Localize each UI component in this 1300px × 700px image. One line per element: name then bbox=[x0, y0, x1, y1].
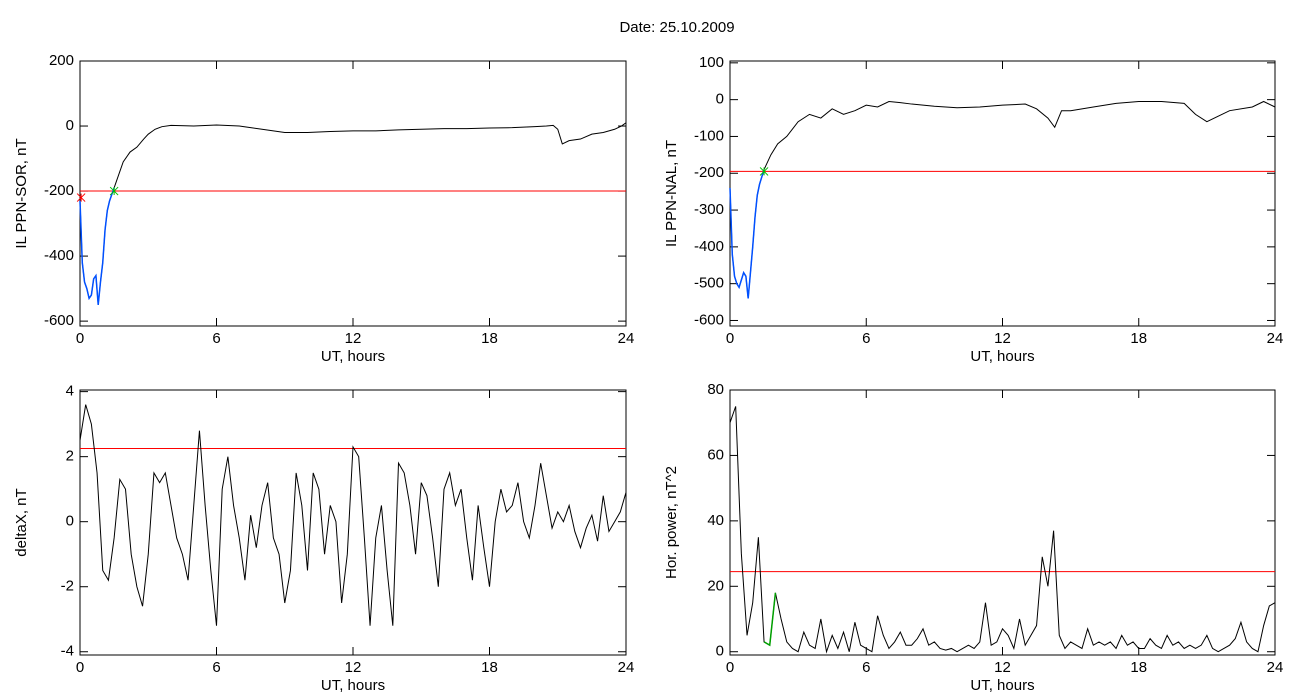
plot-frame bbox=[729, 60, 1276, 327]
highlight-line bbox=[763, 592, 777, 647]
x-tick-label: 6 bbox=[212, 659, 220, 676]
y-tick-label: -300 bbox=[694, 201, 724, 218]
x-tick-label: 0 bbox=[726, 330, 734, 347]
y-tick-label: 0 bbox=[66, 117, 74, 134]
x-tick-label: 18 bbox=[1130, 330, 1147, 347]
plot-frame bbox=[79, 389, 627, 656]
x-axis-label: UT, hours bbox=[321, 348, 385, 365]
y-tick-label: 100 bbox=[699, 54, 724, 71]
y-tick-label: -600 bbox=[44, 312, 74, 329]
x-tick-label: 24 bbox=[618, 330, 635, 347]
y-tick-label: 0 bbox=[716, 91, 724, 108]
data-line bbox=[729, 406, 1276, 654]
y-axis-label: deltaX, nT bbox=[13, 488, 30, 556]
data-line bbox=[79, 122, 627, 305]
x-tick-label: 6 bbox=[862, 659, 870, 676]
x-tick-label: 0 bbox=[726, 659, 734, 676]
y-tick-label: -200 bbox=[44, 182, 74, 199]
x-axis-label: UT, hours bbox=[970, 677, 1034, 694]
y-tick-label: 60 bbox=[707, 446, 724, 463]
x-tick-label: 12 bbox=[345, 330, 362, 347]
y-tick-label: 2 bbox=[66, 448, 74, 465]
y-tick-label: -600 bbox=[694, 311, 724, 328]
y-tick-label: 40 bbox=[707, 512, 724, 529]
x-axis-label: UT, hours bbox=[321, 677, 385, 694]
data-line bbox=[79, 404, 627, 626]
marker bbox=[109, 186, 119, 196]
x-tick-label: 12 bbox=[345, 659, 362, 676]
x-axis-label: UT, hours bbox=[970, 348, 1034, 365]
y-tick-label: 0 bbox=[716, 643, 724, 660]
y-axis-label: Hor. power, nT^2 bbox=[663, 466, 680, 579]
y-tick-label: -2 bbox=[61, 578, 74, 595]
x-tick-label: 6 bbox=[212, 330, 220, 347]
x-tick-label: 12 bbox=[994, 659, 1011, 676]
highlight-line bbox=[729, 169, 765, 299]
highlight-line bbox=[79, 187, 115, 305]
y-axis-label: IL PPN-SOR, nT bbox=[13, 138, 30, 248]
y-tick-label: -500 bbox=[694, 275, 724, 292]
x-tick-label: 18 bbox=[481, 330, 498, 347]
x-tick-label: 6 bbox=[862, 330, 870, 347]
marker bbox=[759, 167, 769, 176]
y-tick-label: -400 bbox=[44, 247, 74, 264]
x-tick-label: 0 bbox=[76, 330, 84, 347]
x-tick-label: 24 bbox=[1267, 659, 1284, 676]
y-tick-label: 20 bbox=[707, 577, 724, 594]
figure-title: Date: 25.10.2009 bbox=[619, 19, 734, 36]
y-tick-label: 200 bbox=[49, 52, 74, 69]
y-tick-label: -400 bbox=[694, 238, 724, 255]
plot-frame bbox=[729, 389, 1276, 656]
x-tick-label: 12 bbox=[994, 330, 1011, 347]
marker bbox=[76, 193, 86, 202]
y-tick-label: -4 bbox=[61, 643, 74, 660]
y-tick-label: -100 bbox=[694, 127, 724, 144]
x-tick-label: 18 bbox=[481, 659, 498, 676]
x-tick-label: 24 bbox=[618, 659, 635, 676]
y-axis-label: IL PPN-NAL, nT bbox=[663, 140, 680, 247]
x-tick-label: 18 bbox=[1130, 659, 1147, 676]
x-tick-label: 24 bbox=[1267, 330, 1284, 347]
x-tick-label: 0 bbox=[76, 659, 84, 676]
y-tick-label: 80 bbox=[707, 381, 724, 398]
plot-frame bbox=[79, 60, 627, 327]
data-line bbox=[729, 100, 1276, 299]
y-tick-label: 0 bbox=[66, 513, 74, 530]
y-tick-label: 4 bbox=[66, 383, 74, 400]
y-tick-label: -200 bbox=[694, 164, 724, 181]
